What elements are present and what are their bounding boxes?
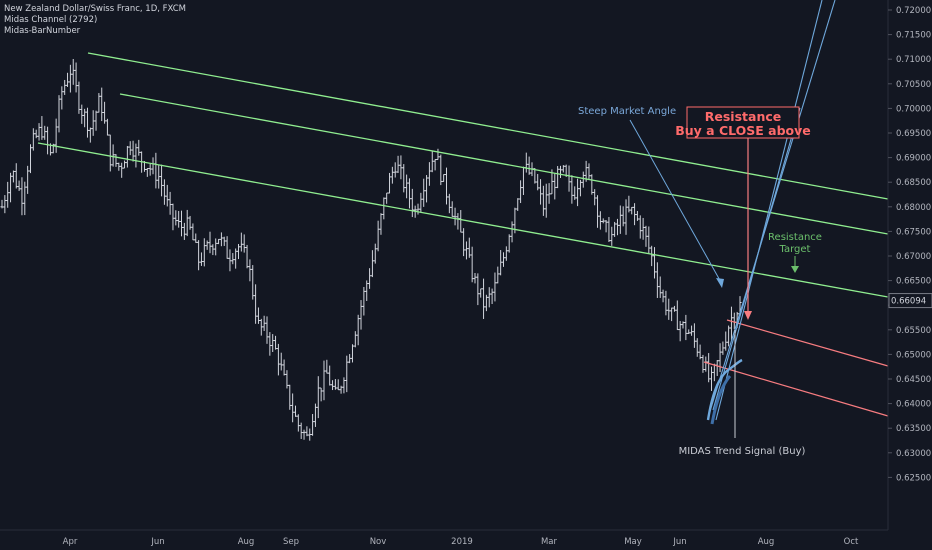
blue-steep-line-3: [712, 107, 801, 411]
price-tick-label: 0.65500: [896, 326, 931, 336]
price-tick-label: 0.63500: [896, 424, 931, 434]
last-price-tag: [888, 293, 932, 309]
time-tick-label: Aug: [758, 537, 775, 547]
price-tick-label: 0.69500: [896, 129, 931, 139]
green-channel-line-upper: [87, 52, 889, 200]
price-tick-label: 0.72000: [896, 6, 931, 16]
price-tick-label: 0.64000: [896, 400, 931, 410]
time-tick-label: Nov: [370, 537, 387, 547]
time-tick-label: Jun: [672, 537, 686, 547]
time-tick-label: May: [624, 537, 642, 547]
last-price-value: 0.66094: [891, 297, 926, 307]
time-tick-label: Sep: [283, 537, 299, 547]
midas-curve: [706, 358, 743, 421]
price-tick-label: 0.62500: [896, 473, 931, 483]
price-tick-label: 0.68000: [896, 203, 931, 213]
midas-trend-signal-label: MIDAS Trend Signal (Buy): [679, 446, 806, 457]
time-tick-label: Mar: [541, 537, 558, 547]
steep-pointer-line: [629, 119, 723, 285]
time-tick-label: Apr: [63, 537, 78, 547]
price-axis[interactable]: 0.72000 0.71500 0.71000 0.70500 0.70000 0.695…: [887, 0, 931, 530]
trend-lines: [37, 0, 889, 438]
price-tick-label: 0.71000: [896, 55, 931, 65]
target-arrow-head: [791, 266, 799, 273]
buy-close-above-label: Buy a CLOSE above: [675, 123, 811, 138]
price-tick-label: 0.65000: [896, 350, 931, 360]
blue-steep-line-1: [707, 0, 836, 419]
ohlc-bars: [0, 58, 742, 441]
symbol-title[interactable]: New Zealand Dollar/Swiss Franc, 1D, FXCM: [4, 4, 187, 14]
resistance-target-label-2: Target: [779, 244, 811, 255]
time-axis[interactable]: Apr Jun Aug Sep Nov 2019 Mar May Jun Aug Oct: [0, 529, 888, 547]
price-tick-label: 0.67000: [896, 252, 931, 262]
indicator-midas-barnumber[interactable]: Midas-BarNumber: [4, 26, 81, 36]
price-tick-label: 0.64500: [896, 375, 931, 385]
blue-steep-line-2: [715, 0, 823, 421]
steep-market-angle-label: Steep Market Angle: [578, 106, 676, 117]
green-channel-line-middle: [119, 93, 889, 235]
resistance-target-label-1: Resistance: [768, 232, 822, 243]
resistance-arrow-head: [744, 311, 752, 320]
red-channel-line-lower: [703, 361, 889, 417]
time-tick-label: Jun: [150, 537, 164, 547]
price-tick-label: 0.69000: [896, 154, 931, 164]
price-tick-label: 0.68500: [896, 178, 931, 188]
indicator-midas-channel[interactable]: Midas Channel (2792): [4, 15, 98, 25]
resistance-box: [686, 106, 800, 139]
price-tick-label: 0.70500: [896, 80, 931, 90]
price-tick-label: 0.63000: [896, 449, 931, 459]
price-tick-label: 0.70000: [896, 104, 931, 114]
time-tick-label: Oct: [844, 537, 859, 547]
price-tick-label: 0.71500: [896, 31, 931, 41]
chart-legend: New Zealand Dollar/Swiss Franc, 1D, FXCM…: [4, 4, 186, 37]
midas-curve-shadow: [710, 375, 732, 425]
price-tick-label: 0.67500: [896, 227, 931, 237]
time-tick-label: Aug: [238, 537, 255, 547]
time-tick-label: 2019: [451, 537, 473, 547]
steep-pointer-arrow: [716, 278, 724, 288]
resistance-label: Resistance: [705, 109, 781, 124]
green-channel-line-lower: [37, 142, 889, 298]
price-tick-label: 0.66500: [896, 277, 931, 287]
red-channel-line-upper: [726, 319, 889, 367]
